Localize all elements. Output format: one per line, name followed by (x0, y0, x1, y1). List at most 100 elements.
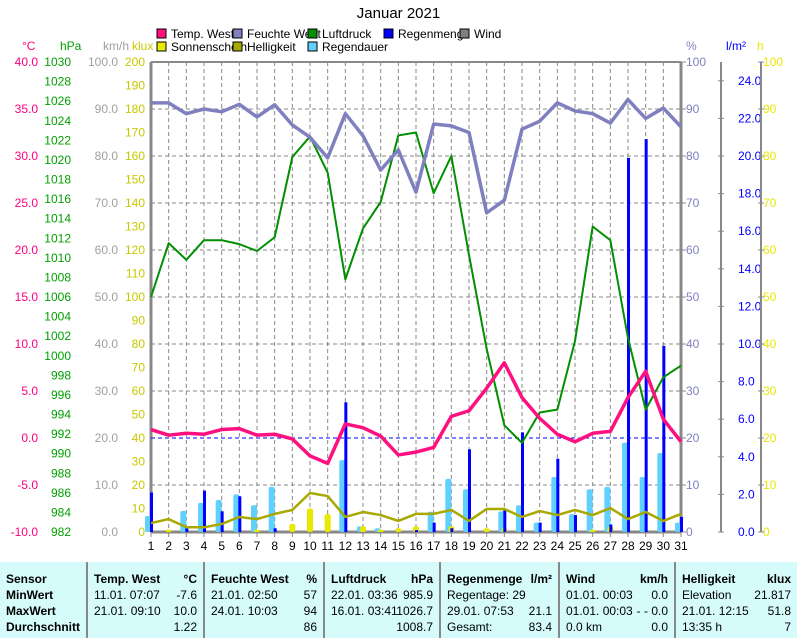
axis-tick-pressure: 1020 (44, 153, 71, 167)
statistics-table: Sensor MinWert MaxWert Durchschnitt Temp. We… (0, 562, 797, 638)
axis-tick-hours: 60 (763, 243, 777, 257)
column-header: Feuchte West (211, 572, 289, 586)
legend-label: Sonnenschein (171, 40, 247, 54)
table-column: Regenmenge l/m² Regentage: 29 29.01. 07:53 2… (441, 562, 560, 638)
legend-label: Regenmenge (398, 27, 470, 41)
x-tick-label: 25 (568, 539, 582, 553)
axis-tick-rain: 12.0 (738, 299, 762, 313)
cell-left: 21.01. 12:15 (682, 604, 749, 618)
axis-tick-light: 140 (125, 196, 145, 210)
cell-value: 0.0 (651, 620, 668, 634)
cell-left: Elevation (682, 588, 732, 602)
cell-left: 01.01. 00:03 (566, 588, 633, 602)
axis-tick-pressure: 992 (51, 427, 71, 441)
x-tick-label: 29 (639, 539, 653, 553)
table-row: Regentage: 29 (447, 587, 552, 603)
x-tick-label: 27 (604, 539, 618, 553)
table-column: Feuchte West% 21.01. 02:50 57 24.01. 10:03 9… (205, 562, 325, 638)
cell-value: 86 (303, 620, 317, 634)
axis-tick-pressure: 984 (51, 505, 71, 519)
cell-left: 24.01. 10:03 (211, 604, 278, 618)
axis-tick-humidity: 50 (686, 290, 700, 304)
bar-regendauer (657, 453, 664, 532)
x-tick-label: 21 (498, 539, 512, 553)
axis-tick-hours: 10 (763, 478, 777, 492)
axis-tick-humidity: 10 (686, 478, 700, 492)
table-row: 0.0 km 0.0 (566, 619, 668, 635)
legend-label: Luftdruck (322, 27, 372, 41)
bar-regendauer (586, 489, 593, 532)
bar-regenmenge (609, 524, 613, 532)
axis-tick-pressure: 1008 (44, 270, 71, 284)
bar-regenmenge (432, 522, 436, 532)
table-row: Gesamt: 83.4 (447, 619, 552, 635)
axis-tick-light: 110 (126, 267, 145, 281)
x-tick-label: 18 (445, 539, 459, 553)
table-row: 16.01. 03:41 1026.7 (331, 603, 433, 619)
legend-swatch (383, 28, 394, 39)
bar-regendauer (622, 442, 628, 532)
axis-tick-wind: 50.0 (95, 290, 119, 304)
axis-tick-wind: 90.0 (95, 102, 119, 116)
bar-regenmenge (644, 139, 648, 532)
column-header: Wind (566, 572, 596, 586)
axis-tick-pressure: 1018 (44, 173, 71, 187)
axis-tick-humidity: 80 (686, 149, 700, 163)
axis-tick-light: 10 (132, 502, 146, 516)
axis-tick-humidity: 90 (686, 102, 700, 116)
column-unit: km/h (639, 572, 668, 586)
x-tick-label: 3 (183, 539, 190, 553)
legend-label: Helligkeit (247, 40, 296, 54)
bar-regenmenge (185, 528, 189, 532)
bar-regenmenge (662, 345, 666, 532)
bar-sonnenschein (289, 524, 296, 532)
axis-tick-wind: 70.0 (95, 196, 119, 210)
axis-unit-temp: °C (22, 39, 36, 53)
bar-sonnenschein (360, 526, 366, 532)
axis-tick-temp: 15.0 (15, 290, 39, 304)
cell-value: 21.817 (754, 588, 791, 602)
table-row: 01.01. 00:03- - 0.0 (566, 603, 668, 619)
x-tick-label: 14 (374, 539, 388, 553)
axis-tick-rain: 8.0 (738, 375, 755, 389)
axis-tick-rain: 6.0 (738, 412, 755, 426)
axis-unit-light: klux (132, 39, 153, 53)
x-tick-label: 1 (148, 539, 155, 553)
cell-left: 21.01. 02:50 (211, 588, 278, 602)
axis-tick-hours: 0 (763, 525, 770, 539)
axis-tick-pressure: 1030 (44, 55, 71, 69)
x-tick-label: 6 (236, 539, 243, 553)
table-row: 11.01. 07:07 -7.6 (94, 587, 197, 603)
table-row: 01.01. 00:03 0.0 (566, 587, 668, 603)
bar-regendauer (551, 477, 558, 532)
axis-tick-pressure: 1000 (44, 349, 71, 363)
cell-left: Regentage: 29 (447, 588, 526, 602)
series-line-feuchte-west (151, 97, 683, 215)
axis-tick-rain: 18.0 (738, 187, 762, 201)
bar-regenmenge (538, 522, 542, 532)
series-line-temp-west (150, 361, 683, 466)
axis-tick-rain: 0.0 (738, 525, 755, 539)
table-row: 29.01. 07:53 21.1 (447, 603, 552, 619)
axis-tick-pressure: 1002 (44, 329, 71, 343)
bar-regendauer (516, 505, 522, 532)
table-column-sensor: Sensor MinWert MaxWert Durchschnitt (0, 562, 88, 638)
axis-tick-temp: 10.0 (15, 337, 39, 351)
x-tick-label: 11 (321, 539, 334, 553)
cell-left: 21.01. 09:10 (94, 604, 161, 618)
axis-tick-hours: 70 (763, 196, 777, 210)
axis-tick-light: 40 (132, 431, 146, 445)
series-line-helligkeit (150, 491, 682, 529)
table-row: 22.01. 03:36 985.9 (331, 587, 433, 603)
axis-tick-wind: 100.0 (88, 55, 118, 69)
axis-tick-wind: 10.0 (95, 478, 119, 492)
cell-value: 1008.7 (396, 620, 433, 634)
bar-regendauer (268, 486, 275, 532)
axis-tick-hours: 100 (763, 55, 783, 69)
axis-tick-pressure: 996 (51, 388, 71, 402)
cell-value: 21.1 (528, 604, 552, 618)
weather-chart: 1 2 3 4 5 6 7 8 9 10 11 12 13 14 15 16 17 18 19 20 21 22 23 24 2… (11, 27, 784, 553)
axis-tick-light: 130 (125, 220, 145, 234)
bar-sonnenschein (324, 514, 331, 532)
legend-label: Feuchte West (247, 27, 321, 41)
